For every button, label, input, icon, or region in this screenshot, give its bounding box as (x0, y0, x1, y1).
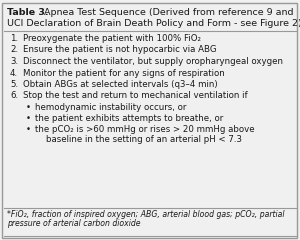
Text: Ensure the patient is not hypocarbic via ABG: Ensure the patient is not hypocarbic via… (23, 46, 217, 54)
Text: •: • (26, 103, 31, 112)
Text: the patient exhibits attempts to breathe, or: the patient exhibits attempts to breathe… (35, 114, 223, 123)
Text: hemodynamic instability occurs, or: hemodynamic instability occurs, or (35, 103, 186, 112)
Text: •: • (26, 114, 31, 123)
Text: the pCO₂ is >60 mmHg or rises > 20 mmHg above
    baseline in the setting of an : the pCO₂ is >60 mmHg or rises > 20 mmHg … (35, 125, 255, 144)
Text: Apnea Test Sequence (Derived from reference 9 and: Apnea Test Sequence (Derived from refere… (41, 8, 293, 17)
Text: 3.: 3. (10, 57, 18, 66)
Text: UCI Declaration of Brain Death Policy and Form - see Figure 2): UCI Declaration of Brain Death Policy an… (7, 19, 300, 28)
Text: Obtain ABGs at selected intervals (q3–4 min): Obtain ABGs at selected intervals (q3–4 … (23, 80, 218, 89)
Text: *FiO₂, fraction of inspired oxygen; ABG, arterial blood gas; pCO₂, partial: *FiO₂, fraction of inspired oxygen; ABG,… (7, 210, 284, 219)
Text: Stop the test and return to mechanical ventilation if: Stop the test and return to mechanical v… (23, 91, 248, 101)
Text: 2.: 2. (10, 46, 18, 54)
Text: •: • (26, 125, 31, 134)
Text: 5.: 5. (10, 80, 18, 89)
Text: Monitor the patient for any signs of respiration: Monitor the patient for any signs of res… (23, 68, 225, 78)
Text: Table 3.: Table 3. (7, 8, 49, 17)
Text: 6.: 6. (10, 91, 18, 101)
Text: 4.: 4. (10, 68, 18, 78)
Text: Disconnect the ventilator, but supply oropharyngeal oxygen: Disconnect the ventilator, but supply or… (23, 57, 283, 66)
Text: Preoxygenate the patient with 100% FiO₂: Preoxygenate the patient with 100% FiO₂ (23, 34, 201, 43)
Text: pressure of arterial carbon dioxide: pressure of arterial carbon dioxide (7, 219, 140, 228)
Text: 1.: 1. (10, 34, 18, 43)
